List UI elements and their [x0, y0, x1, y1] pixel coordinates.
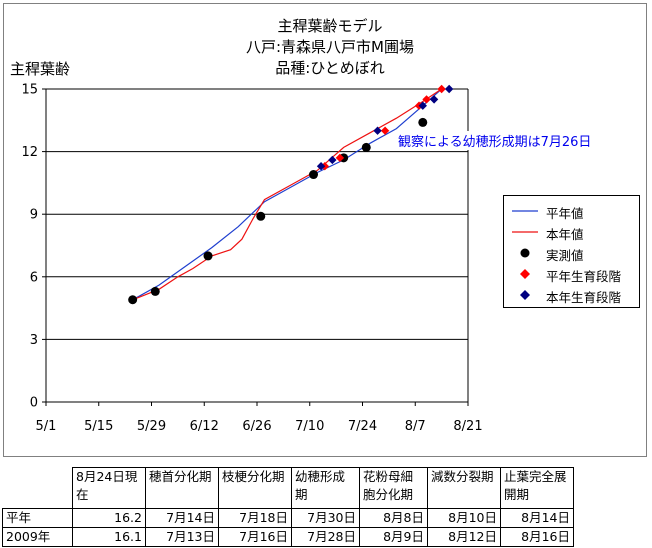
chart-frame [3, 3, 647, 457]
table-cell: 8月8日 [359, 508, 428, 528]
x-tick-label: 5/15 [84, 419, 113, 434]
series-line-honnen [132, 88, 442, 301]
x-tick-label: 7/24 [348, 419, 377, 434]
table-header-cell: 穂首分化期 [145, 467, 219, 509]
legend-label: 本年生育段階 [546, 290, 622, 305]
annotation-label: 観察による幼穂形成期は7月26日 [396, 131, 594, 150]
axis-layer: 0 3 6 9 12 15 5/1 5/15 5/29 6/12 6/26 7/10 7/24 8/7 8/… [21, 83, 482, 435]
legend-diamond-icon [520, 290, 530, 300]
legend: 平年値 本年値 実測値 平年生育段階 本年生育段階 [503, 195, 640, 308]
chart-title-line-3: 品種:ひとめぼれ [275, 59, 385, 77]
series-honnen_stage [316, 84, 454, 171]
table-header-cell: 幼穂形成期 [291, 467, 360, 509]
x-tick-label: 6/12 [190, 419, 219, 434]
legend-label: 実測値 [546, 248, 584, 263]
legend-item-heinen-stage: 平年生育段階 [504, 263, 639, 285]
data-point-jissoku [361, 142, 371, 152]
y-axis-label: 主稈葉齢 [10, 60, 71, 78]
table-cell: 7月14日 [145, 508, 219, 528]
data-point-jissoku [150, 286, 160, 296]
table-cell: 8月12日 [427, 527, 501, 547]
x-tick-label: 7/10 [295, 419, 324, 434]
data-point-heinen_stage [437, 84, 446, 94]
data-point-jissoku [256, 211, 266, 221]
table-header-cell: 花粉母細胞分化期 [359, 467, 428, 509]
table-cell: 7月16日 [218, 527, 292, 547]
x-tick-label: 6/26 [242, 419, 271, 434]
chart-title-line-1: 主稈葉齢モデル [277, 17, 383, 35]
table-header-cell: 枝梗分化期 [218, 467, 292, 509]
data-point-honnen_stage [418, 101, 427, 110]
data-point-honnen_stage [444, 84, 454, 94]
legend-circle-icon [520, 248, 530, 258]
series-heinen_stage [320, 84, 446, 171]
x-tick-label: 5/1 [36, 419, 57, 434]
data-point-jissoku [128, 295, 138, 305]
legend-label: 平年値 [546, 206, 584, 221]
table-row: 2009年 16.1 7月13日 7月16日 7月28日 8月9日 8月12日 … [2, 527, 574, 547]
data-point-jissoku [203, 251, 213, 261]
table-row-label: 平年 [2, 508, 73, 528]
series-line-heinen [132, 88, 442, 301]
table-cell: 16.1 [72, 527, 146, 547]
data-point-honnen_stage [373, 126, 382, 135]
table-cell: 8月9日 [359, 527, 428, 547]
table-row: 平年 16.2 7月14日 7月18日 7月30日 8月8日 8月10日 8月1… [2, 508, 574, 528]
x-tick-label: 5/29 [137, 419, 166, 434]
data-point-honnen_stage [316, 162, 326, 171]
data-point-heinen_stage [335, 153, 345, 163]
table-header-cell: 減数分裂期 [427, 467, 501, 509]
x-tick-label: 8/21 [453, 419, 482, 434]
series-heinen [132, 88, 442, 301]
table-cell: 16.2 [72, 508, 146, 528]
y-tick-label: 15 [21, 83, 38, 98]
series-honnen [132, 88, 442, 301]
legend-line-icon [512, 231, 538, 233]
legend-item-heinen: 平年値 [504, 200, 639, 222]
chart-title-line-2: 八戸:青森県八戸市M圃場 [246, 38, 414, 56]
data-point-heinen_stage [422, 95, 431, 104]
y-tick-label: 9 [30, 208, 38, 223]
y-tick-label: 12 [21, 145, 38, 160]
table-cell: 7月18日 [218, 508, 292, 528]
table-cell: 7月13日 [145, 527, 219, 547]
table-cell: 8月16日 [500, 527, 574, 547]
table-header-cell: 8月24日現在 [72, 467, 146, 509]
table-header-row: 8月24日現在 穂首分化期 枝梗分化期 幼穂形成期 花粉母細胞分化期 減数分裂期… [3, 467, 574, 509]
table-header-cell [3, 468, 73, 509]
y-tick-label: 3 [30, 333, 38, 348]
table-cell: 8月10日 [427, 508, 501, 528]
legend-item-honnen: 本年値 [504, 221, 639, 243]
legend-diamond-icon [520, 269, 530, 279]
data-point-honnen_stage [328, 155, 337, 165]
data-point-heinen_stage [380, 126, 390, 135]
legend-line-icon [512, 210, 538, 212]
y-tick-label: 0 [30, 396, 38, 411]
legend-label: 本年値 [546, 227, 584, 242]
table-row-label: 2009年 [2, 527, 73, 547]
data-point-jissoku [309, 170, 319, 180]
data-point-honnen_stage [429, 95, 439, 104]
growth-stage-table: 8月24日現在 穂首分化期 枝梗分化期 幼穂形成期 花粉母細胞分化期 減数分裂期… [2, 467, 574, 547]
legend-item-honnen-stage: 本年生育段階 [504, 284, 639, 306]
legend-item-jissoku: 実測値 [504, 242, 639, 264]
table-cell: 8月14日 [500, 508, 574, 528]
table-cell: 7月28日 [291, 527, 360, 547]
table-cell: 7月30日 [291, 508, 360, 528]
series-layer [128, 84, 454, 305]
x-tick-label: 8/7 [405, 419, 426, 434]
data-point-jissoku [418, 117, 428, 127]
table-header-cell: 止葉完全展開期 [500, 467, 574, 509]
y-tick-label: 6 [30, 270, 38, 285]
legend-label: 平年生育段階 [546, 269, 622, 284]
